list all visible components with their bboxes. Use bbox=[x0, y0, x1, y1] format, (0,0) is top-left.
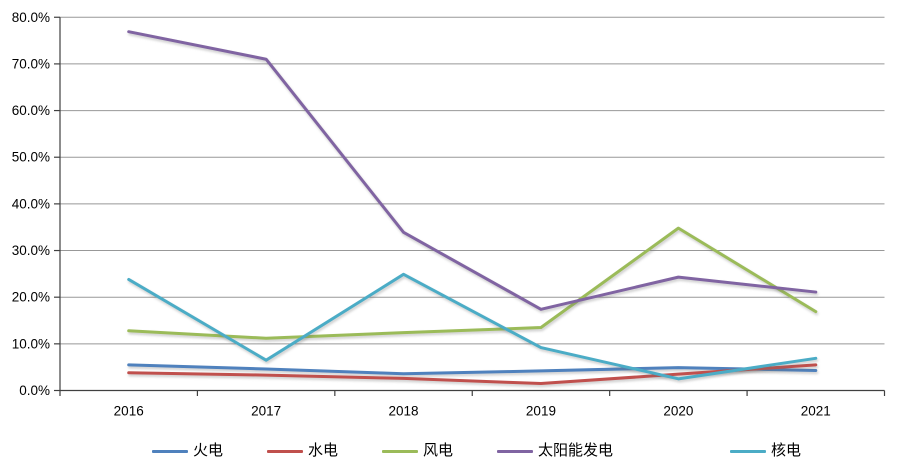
x-tick-label: 2021 bbox=[801, 404, 831, 419]
series-line-5 bbox=[127, 272, 818, 381]
legend-label: 风电 bbox=[423, 442, 454, 459]
legend-item: 太阳能发电 bbox=[497, 441, 613, 461]
legend-line-swatch bbox=[497, 449, 533, 453]
legend-item: 火电 bbox=[152, 441, 223, 461]
x-tick-label: 2020 bbox=[663, 404, 693, 419]
legend-item: 水电 bbox=[267, 441, 338, 461]
legend-line-swatch bbox=[730, 449, 766, 453]
x-tick-label: 2016 bbox=[114, 404, 144, 419]
legend-label: 火电 bbox=[193, 442, 224, 459]
x-tick-label: 2018 bbox=[389, 404, 419, 419]
y-tick-label: 40.0% bbox=[12, 196, 50, 211]
series-line-1 bbox=[127, 363, 818, 376]
y-tick-label: 30.0% bbox=[12, 243, 50, 258]
y-tick-label: 50.0% bbox=[12, 150, 50, 165]
y-tick-label: 0.0% bbox=[19, 383, 50, 398]
legend-line-swatch bbox=[152, 449, 188, 453]
legend-item: 核电 bbox=[730, 441, 801, 461]
series-line-3 bbox=[127, 226, 818, 340]
y-tick-label: 10.0% bbox=[12, 336, 50, 351]
y-tick-label: 20.0% bbox=[12, 290, 50, 305]
y-tick-label: 70.0% bbox=[12, 56, 50, 71]
legend-line-swatch bbox=[382, 449, 418, 453]
y-tick-label: 60.0% bbox=[12, 103, 50, 118]
legend-label: 核电 bbox=[771, 442, 802, 459]
legend-item: 风电 bbox=[382, 441, 453, 461]
x-tick-label: 2017 bbox=[251, 404, 281, 419]
series-line-4 bbox=[127, 30, 818, 311]
legend-line-swatch bbox=[267, 449, 303, 453]
legend-label: 水电 bbox=[308, 442, 339, 459]
x-tick-label: 2019 bbox=[526, 404, 556, 419]
y-tick-label: 80.0% bbox=[12, 10, 50, 25]
series-line-2 bbox=[127, 363, 818, 386]
legend-label: 太阳能发电 bbox=[538, 442, 614, 459]
